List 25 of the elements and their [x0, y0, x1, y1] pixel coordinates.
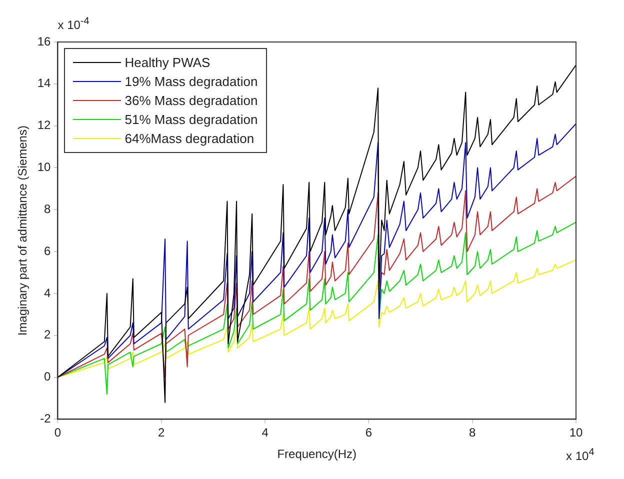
- x-axis-title: Frequency(Hz): [277, 447, 357, 462]
- y-tick-label: 10: [37, 160, 52, 174]
- y-axis-title: Imaginary part of admittance (Siemens): [16, 126, 30, 336]
- y-tick-label: 6: [44, 244, 52, 258]
- x-tick-label: 4: [262, 426, 269, 440]
- x-tick-label: 6: [365, 426, 372, 440]
- text: x 10$^{4}$: [566, 447, 594, 464]
- y-tick-label: 2: [44, 328, 52, 342]
- legend-label: 36% Mass degradation: [124, 93, 258, 108]
- text: x 10$^{-4}$: [58, 16, 90, 32]
- x-tick-label: 10: [569, 426, 583, 440]
- legend-label: 19% Mass degradation: [124, 74, 258, 89]
- y-tick-label: 8: [44, 202, 52, 216]
- legend-label: 51% Mass degradation: [124, 112, 258, 127]
- x-tick-label: 2: [158, 426, 166, 440]
- y-tick-label: 16: [37, 34, 52, 48]
- y-tick-label: 14: [37, 76, 52, 90]
- y-tick-label: 4: [44, 286, 52, 300]
- y-tick-label: 12: [37, 118, 52, 132]
- legend-label: Healthy PWAS: [124, 55, 210, 70]
- x-tick-label: 8: [469, 426, 476, 440]
- x-tick-label: 0: [54, 426, 62, 440]
- y-tick-label: -2: [40, 412, 52, 426]
- legend-label: 64%Mass degradation: [124, 131, 254, 146]
- y-tick-label: 0: [44, 370, 52, 384]
